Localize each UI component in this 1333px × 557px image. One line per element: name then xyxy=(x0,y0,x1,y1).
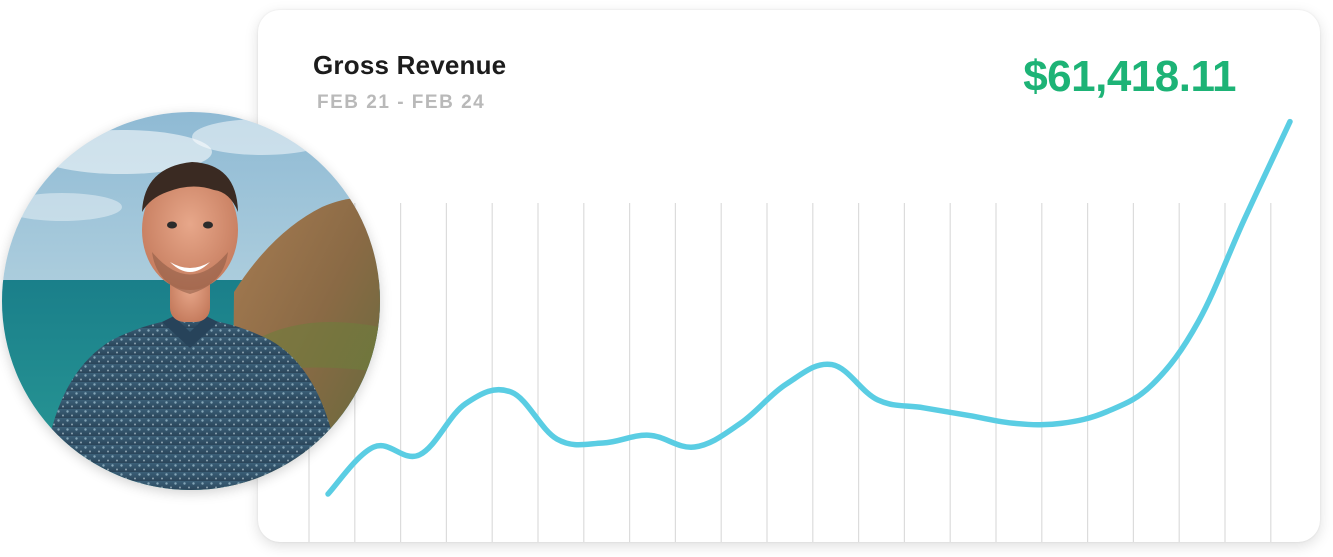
date-range: FEB 21 - FEB 24 xyxy=(317,92,486,113)
profile-photo-avatar xyxy=(2,112,380,490)
revenue-line-chart xyxy=(308,118,1293,542)
revenue-card: Gross Revenue FEB 21 - FEB 24 $61,418.11 xyxy=(258,10,1320,542)
profile-photo-icon xyxy=(2,112,380,490)
revenue-total: $61,418.11 xyxy=(1023,52,1236,101)
card-title: Gross Revenue xyxy=(313,50,507,80)
revenue-series-line xyxy=(325,118,1293,497)
